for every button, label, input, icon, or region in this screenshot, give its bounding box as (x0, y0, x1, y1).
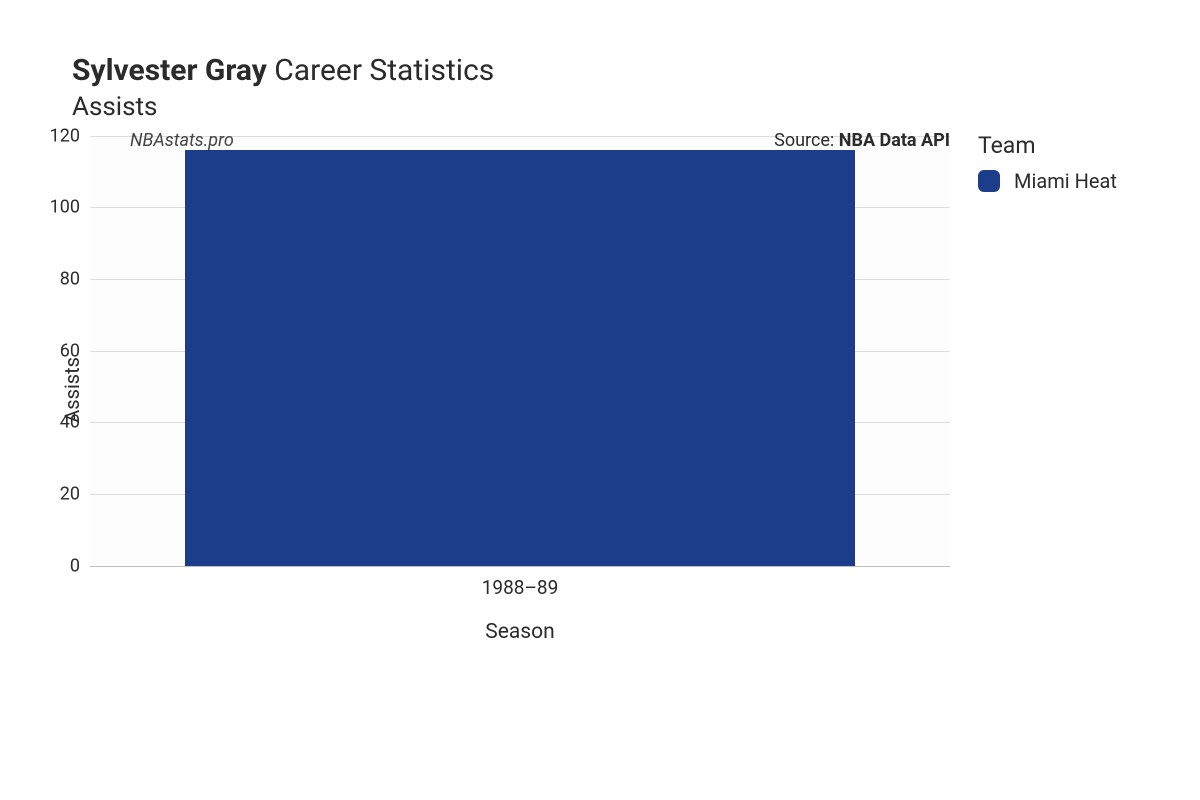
legend-item: Miami Heat (978, 169, 1117, 193)
y-tick-label: 20 (60, 483, 80, 504)
bars-layer (90, 136, 950, 566)
plot-wrap: NBAstats.pro Source: NBA Data API 020406… (90, 136, 950, 644)
chart-subtitle: Assists (72, 92, 1160, 122)
source-prefix: Source: (774, 130, 839, 151)
annotation-row: NBAstats.pro Source: NBA Data API (130, 130, 950, 151)
y-tick-label: 0 (70, 555, 80, 576)
source-attribution: Source: NBA Data API (774, 130, 950, 151)
title-block: Sylvester Gray Career Statistics Assists (72, 52, 1160, 122)
y-tick-label: 100 (50, 197, 80, 218)
title-suffix: Career Statistics (274, 53, 494, 88)
watermark-text: NBAstats.pro (130, 130, 234, 151)
title-player-name: Sylvester Gray (72, 53, 267, 88)
axis-baseline (90, 566, 950, 567)
plot-area: NBAstats.pro Source: NBA Data API 020406… (90, 136, 950, 566)
chart-title: Sylvester Gray Career Statistics (72, 52, 1160, 90)
x-axis-label: Season (90, 620, 950, 644)
legend-item-label: Miami Heat (1014, 169, 1117, 193)
y-tick-label: 40 (60, 412, 80, 433)
legend: Team Miami Heat (978, 132, 1117, 193)
legend-title: Team (978, 132, 1117, 159)
y-tick-label: 120 (50, 125, 80, 146)
legend-swatch (978, 170, 1000, 192)
source-name: NBA Data API (839, 130, 950, 151)
chart-figure: Sylvester Gray Career Statistics Assists… (0, 0, 1200, 800)
legend-items: Miami Heat (978, 169, 1117, 193)
y-tick-label: 60 (60, 340, 80, 361)
bar (185, 150, 856, 566)
chart-row: Assists NBAstats.pro Source: NBA Data AP… (60, 136, 1160, 644)
x-ticks: 1988–89 (90, 576, 950, 602)
x-tick-label: 1988–89 (482, 576, 559, 599)
y-tick-label: 80 (60, 268, 80, 289)
